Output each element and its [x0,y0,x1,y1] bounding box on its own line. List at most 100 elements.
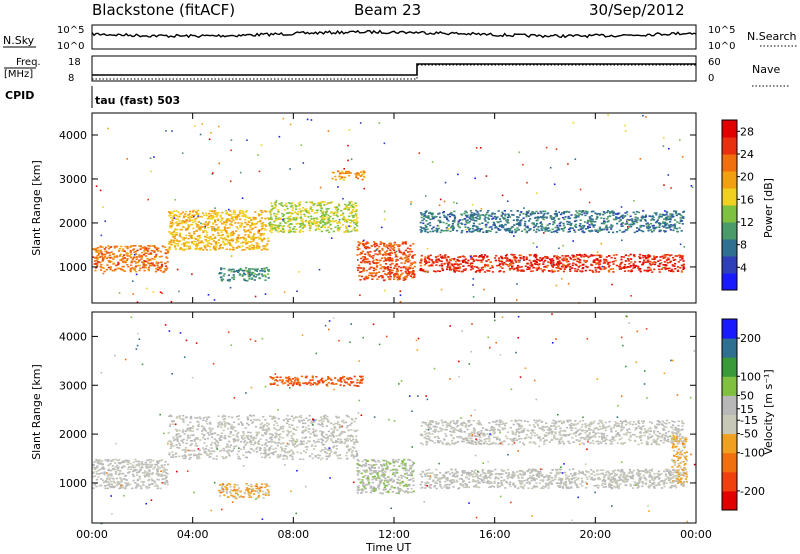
data-band [331,170,366,181]
xtick-label: 16:00 [479,528,511,541]
power-axes: 1000 2000 3000 4000 [59,113,697,303]
xtick-label: 00:00 [680,528,712,541]
xtick-label: 00:00 [76,528,108,541]
power-colorbar-label: Power [dB] [762,178,775,238]
nave-label: Nave [752,63,780,76]
data-band [670,434,689,485]
colorbar-tick-label: 28 [740,125,754,138]
colorbar-segment [722,452,737,473]
noise-tick-low-right: 10^0 [708,41,735,52]
data-band [419,253,686,273]
colorbar-segment [722,338,737,358]
cpid-value: tau (fast) 503 [95,94,180,107]
colorbar-segment [722,222,737,240]
data-band [92,244,170,273]
colorbar-segment [722,395,737,415]
ytick-label: 1000 [59,261,87,274]
xtick-label: 04:00 [177,528,209,541]
ytick-label: 1000 [59,477,87,490]
colorbar-segment [722,154,737,172]
colorbar-segment [722,376,737,396]
station-title: Blackstone (fitACF) [92,1,235,19]
velocity-colorbar-label: Velocity [m s⁻¹] [762,369,775,454]
ytick-label: 2000 [59,428,87,441]
velocity-field [92,313,696,525]
ytick-label: 3000 [59,379,87,392]
xtick-label: 12:00 [378,528,410,541]
colorbar-segment [722,120,737,138]
data-band [356,240,417,282]
data-band [268,201,359,234]
colorbar-tick-label: 16 [740,193,754,206]
freq-label-2: [MHz] [4,69,33,80]
data-noise [95,114,694,304]
colorbar-tick-label: 50 [740,389,754,402]
colorbar-frame [721,318,738,511]
freq-tick-high: 18 [68,57,81,68]
colorbar-tick-label: -15 [740,414,758,427]
colorbar-segment [722,357,737,377]
velocity-axes: 1000 2000 3000 4000 00:00 04:00 08:00 12:00 16:0… [59,312,712,541]
colorbar-tick-label: -200 [740,485,765,498]
data-band [218,267,270,282]
xtick-label: 08:00 [277,528,309,541]
power-ylabel: Slant Range [km] [30,160,43,256]
data-noise [100,313,696,525]
noise-tick-high-left: 10^5 [57,25,84,36]
colorbar-tick-label: 4 [740,261,747,274]
colorbar-tick-label: 12 [740,216,754,229]
colorbar-segment [722,490,737,511]
colorbar-frame [721,119,738,291]
ytick-label: 4000 [59,330,87,343]
colorbar-tick-label: 15 [740,403,754,416]
noise-tick-low-left: 10^0 [57,41,84,52]
xtick-label: 20:00 [579,528,611,541]
colorbar-tick-label: 24 [740,148,754,161]
nsky-label: N.Sky [3,34,35,47]
colorbar-segment [722,256,737,274]
ytick-label: 3000 [59,173,87,186]
data-band [419,419,686,446]
colorbar-segment [722,319,737,339]
colorbar-tick-label: -50 [740,428,758,441]
ytick-label: 2000 [59,217,87,230]
colorbar-segment [722,239,737,257]
velocity-ylabel: Slant Range [km] [30,364,43,460]
colorbar-segment [722,414,737,435]
colorbar-segment [722,433,737,454]
colorbar-tick-label: 20 [740,171,754,184]
time-xlabel: Time UT [365,541,411,554]
nave-line [92,64,696,80]
freq-tick-low: 8 [68,73,74,84]
colorbar-segment [722,471,737,492]
power-colorbar: 4 8 12 16 20 24 28 [721,119,754,291]
colorbar-segment [722,188,737,206]
noise-lines [91,29,697,39]
colorbar-segment [722,137,737,155]
data-band [92,458,170,490]
freq-line [92,63,696,76]
freq-label-1: Freq. [16,57,41,68]
nave-tick-low: 0 [708,73,714,84]
noise-tick-high-right: 10^5 [708,25,735,36]
ytick-label: 4000 [59,129,87,142]
colorbar-tick-label: 200 [740,332,761,345]
nsearch-label: N.Search [747,30,797,43]
data-band [419,209,686,234]
data-band [167,209,271,251]
date-title: 30/Sep/2012 [589,1,685,19]
data-band [167,414,359,461]
colorbar-tick-label: -100 [740,447,765,460]
beam-title: Beam 23 [354,1,421,19]
colorbar-tick-label: 100 [740,370,761,383]
colorbar-tick-label: 8 [740,239,747,252]
freq-panel [91,55,697,82]
colorbar-segment [722,171,737,189]
nave-tick-high: 60 [708,57,721,68]
data-band [269,375,364,387]
data-band [356,458,416,495]
noise-panel [91,24,697,50]
cpid-label: CPID [5,89,34,102]
